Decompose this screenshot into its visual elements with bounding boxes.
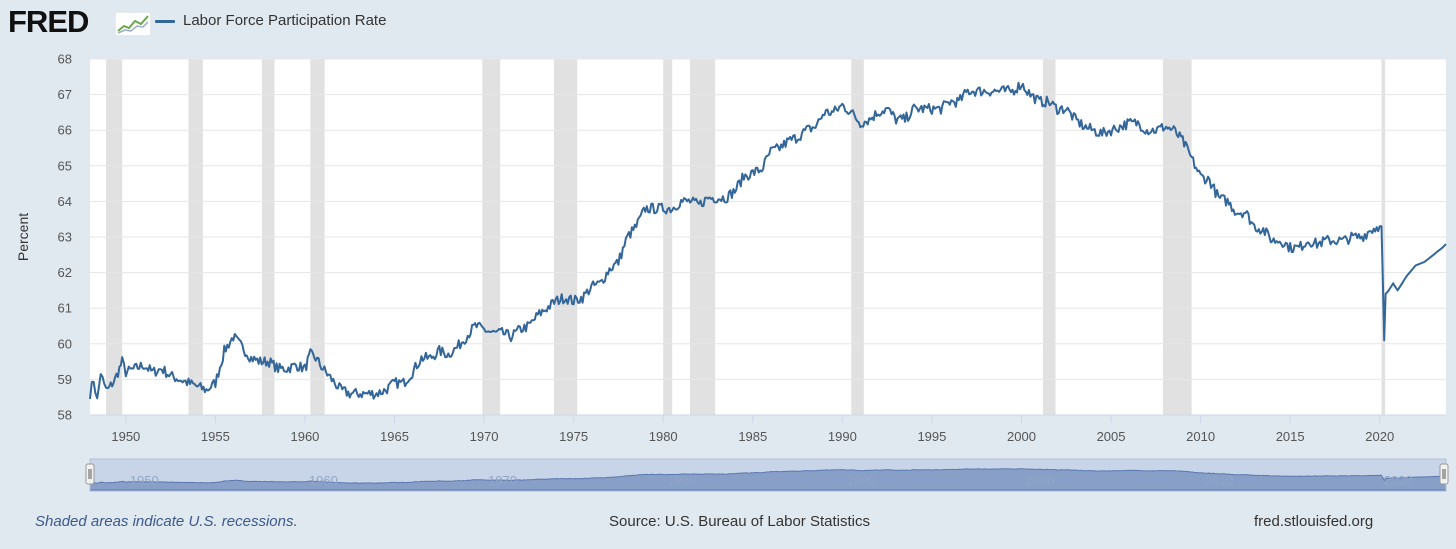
y-tick-label: 67 bbox=[58, 87, 72, 102]
x-tick-label: 1985 bbox=[738, 429, 767, 444]
x-tick-label: 1990 bbox=[828, 429, 857, 444]
series-line-group bbox=[89, 81, 1447, 400]
fred-logo-text: FRED bbox=[8, 4, 89, 39]
navigator-series-area bbox=[89, 468, 1447, 491]
y-axis-title: Percent bbox=[15, 213, 31, 261]
navigator-handle-left[interactable] bbox=[85, 463, 95, 485]
navigator-handle-right[interactable] bbox=[1439, 463, 1449, 485]
navigator-tick-label: 1980 bbox=[667, 473, 696, 488]
navigator[interactable]: 1950 1960 1970 1980 1990 2000 2010 2020 bbox=[85, 458, 1449, 492]
x-tick-label: 1960 bbox=[290, 429, 319, 444]
y-tick-label: 68 bbox=[58, 52, 72, 67]
x-tick-label: 2000 bbox=[1007, 429, 1036, 444]
y-tick-label: 63 bbox=[58, 230, 72, 245]
gridlines bbox=[90, 58, 1446, 380]
source-credit: Source: U.S. Bureau of Labor Statistics bbox=[609, 513, 870, 530]
x-tick-label: 2010 bbox=[1186, 429, 1215, 444]
y-axis-ticks: 58 59 60 61 62 63 64 65 66 67 68 bbox=[58, 52, 72, 423]
x-tick-label: 1955 bbox=[201, 429, 230, 444]
chart-legend[interactable]: Labor Force Participation Rate bbox=[155, 11, 386, 31]
legend-swatch bbox=[155, 19, 175, 23]
x-tick-label: 1980 bbox=[649, 429, 678, 444]
site-link[interactable]: fred.stlouisfed.org bbox=[1254, 513, 1374, 530]
navigator-tick-label: 1950 bbox=[130, 473, 159, 488]
y-tick-label: 59 bbox=[58, 372, 72, 387]
x-tick-label: 2020 bbox=[1365, 429, 1394, 444]
navigator-tick-label: 1970 bbox=[488, 473, 517, 488]
y-tick-label: 64 bbox=[58, 194, 72, 209]
y-tick-label: 66 bbox=[58, 123, 72, 138]
x-axis-ticks: 1950 1955 1960 1965 1970 1975 1980 1985 1990 1995… bbox=[111, 415, 1394, 444]
x-tick-label: 2005 bbox=[1097, 429, 1126, 444]
x-tick-label: 1970 bbox=[470, 429, 499, 444]
navigator-tick-label: 1990 bbox=[846, 473, 875, 488]
x-tick-label: 1965 bbox=[380, 429, 409, 444]
navigator-tick-label: 2000 bbox=[1025, 473, 1054, 488]
navigator-tick-label: 1960 bbox=[309, 473, 338, 488]
y-tick-label: 58 bbox=[58, 408, 72, 423]
y-tick-label: 61 bbox=[58, 301, 72, 316]
navigator-labels: 1950 1960 1970 1980 1990 2000 2010 2020 bbox=[130, 473, 1413, 488]
navigator-tick-label: 2010 bbox=[1205, 473, 1234, 488]
y-tick-label: 62 bbox=[58, 265, 72, 280]
series-line[interactable] bbox=[89, 81, 1447, 400]
recession-note: Shaded areas indicate U.S. recessions. bbox=[35, 513, 298, 530]
chart-trend-icon bbox=[115, 12, 151, 36]
y-tick-label: 60 bbox=[58, 336, 72, 351]
navigator-tick-label: 2020 bbox=[1384, 473, 1413, 488]
x-tick-label: 2015 bbox=[1276, 429, 1305, 444]
x-tick-label: 1995 bbox=[917, 429, 946, 444]
legend-label: Labor Force Participation Rate bbox=[183, 12, 387, 29]
x-tick-label: 1950 bbox=[111, 429, 140, 444]
x-tick-label: 1975 bbox=[559, 429, 588, 444]
y-tick-label: 65 bbox=[58, 158, 72, 173]
